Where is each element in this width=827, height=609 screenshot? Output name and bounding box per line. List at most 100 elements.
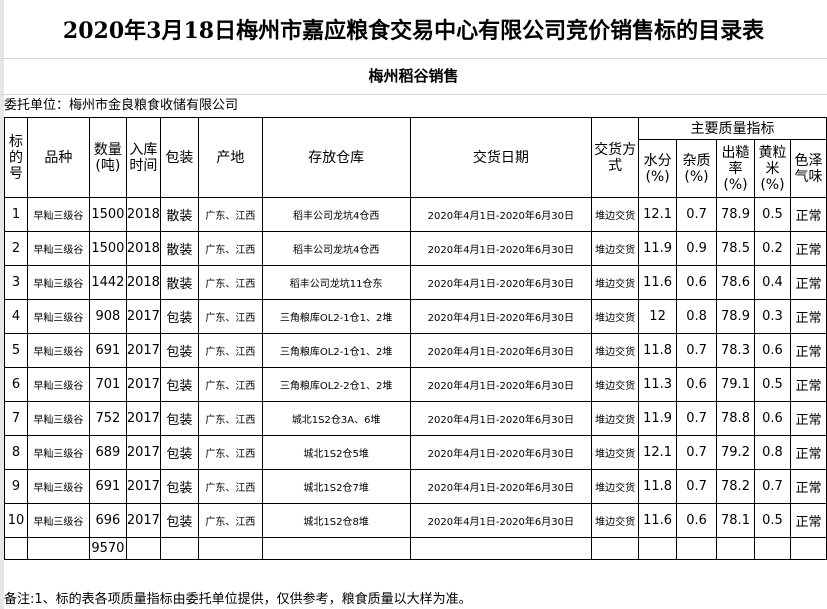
- cell-qty: 908: [88, 299, 127, 334]
- cell-year: 2017: [125, 503, 161, 538]
- table-row: 9 早籼三级谷 691 2017 包装 广东、江西 城北1S2仓7堆 2020年4月1日-20…: [4, 469, 827, 504]
- subtitle: 梅州稻谷销售: [0, 58, 827, 95]
- cell-variety: 早籼三级谷: [26, 367, 90, 402]
- cell-yield: 78.2: [716, 469, 755, 504]
- cell-mode: 堆边交货: [591, 503, 640, 538]
- header-store: 存放仓库: [261, 117, 411, 198]
- cell-variety: 早籼三级谷: [26, 503, 90, 538]
- cell-origin: 广东、江西: [197, 435, 263, 470]
- cell-moisture: 11.9: [638, 231, 678, 266]
- total-qty: 9570: [88, 537, 127, 560]
- cell-mode: 堆边交货: [591, 435, 640, 470]
- cell-no: 10: [4, 503, 28, 538]
- cell-store: 稻丰公司龙坑4仓西: [261, 231, 411, 266]
- table-row: 6 早籼三级谷 701 2017 包装 广东、江西 三角粮库OL2-2仓1、2堆 2020年4…: [4, 367, 827, 402]
- page-title: 2020年3月18日梅州市嘉应粮食交易中心有限公司竞价销售标的目录表: [0, 0, 827, 59]
- cell-color: 正常: [789, 231, 827, 266]
- cell-yield: 78.6: [716, 265, 755, 300]
- cell-yield: 78.9: [716, 197, 755, 232]
- cell-mode: 堆边交货: [591, 401, 640, 436]
- cell-origin: 广东、江西: [197, 367, 263, 402]
- cell-yield: 78.9: [716, 299, 755, 334]
- cell-mode: 堆边交货: [591, 197, 640, 232]
- cell-no: 9: [4, 469, 28, 504]
- empty-cell: [789, 537, 827, 560]
- cell-date: 2020年4月1日-2020年6月30日: [409, 265, 593, 300]
- empty-cell: [159, 537, 199, 560]
- cell-yellow: 0.6: [753, 333, 791, 368]
- cell-moisture: 12.1: [638, 197, 678, 232]
- cell-impurity: 0.7: [676, 197, 718, 232]
- empty-cell: [261, 537, 411, 560]
- cell-year: 2018: [125, 231, 161, 266]
- cell-no: 2: [4, 231, 28, 266]
- table-row: 4 早籼三级谷 908 2017 包装 广东、江西 三角粮库OL2-1仓1、2堆 2020年4…: [4, 299, 827, 334]
- empty-cell: [676, 537, 718, 560]
- table-row: 7 早籼三级谷 752 2017 包装 广东、江西 城北1S2仓3A、6堆 2020年4月1日…: [4, 401, 827, 436]
- footnote: 备注:1、标的表各项质量指标由委托单位提供，仅供参考，粮食质量以大样为准。: [4, 592, 472, 607]
- cell-color: 正常: [789, 401, 827, 436]
- cell-moisture: 11.6: [638, 265, 678, 300]
- empty-cell: [753, 537, 791, 560]
- cell-pack: 散装: [159, 231, 199, 266]
- cell-yield: 79.1: [716, 367, 755, 402]
- cell-color: 正常: [789, 469, 827, 504]
- cell-origin: 广东、江西: [197, 401, 263, 436]
- header-no: 标的号: [4, 117, 28, 198]
- empty-cell: [716, 537, 755, 560]
- cell-yield: 79.2: [716, 435, 755, 470]
- cell-variety: 早籼三级谷: [26, 435, 90, 470]
- cell-yield: 78.8: [716, 401, 755, 436]
- empty-cell: [197, 537, 263, 560]
- row-header-strip: [0, 0, 4, 609]
- cell-moisture: 11.9: [638, 401, 678, 436]
- cell-qty: 1500: [88, 231, 127, 266]
- cell-color: 正常: [789, 197, 827, 232]
- cell-date: 2020年4月1日-2020年6月30日: [409, 197, 593, 232]
- cell-qty: 752: [88, 401, 127, 436]
- cell-qty: 691: [88, 469, 127, 504]
- cell-color: 正常: [789, 367, 827, 402]
- header-year: 入库时间: [125, 117, 161, 198]
- cell-variety: 早籼三级谷: [26, 333, 90, 368]
- cell-yield: 78.3: [716, 333, 755, 368]
- cell-date: 2020年4月1日-2020年6月30日: [409, 503, 593, 538]
- header-yellow: 黄粒米(%): [753, 139, 791, 198]
- table-row: 8 早籼三级谷 689 2017 包装 广东、江西 城北1S2仓5堆 2020年4月1日-20…: [4, 435, 827, 470]
- cell-moisture: 12.1: [638, 435, 678, 470]
- cell-moisture: 11.3: [638, 367, 678, 402]
- cell-year: 2017: [125, 401, 161, 436]
- cell-pack: 包装: [159, 435, 199, 470]
- cell-year: 2017: [125, 333, 161, 368]
- cell-yellow: 0.3: [753, 299, 791, 334]
- cell-origin: 广东、江西: [197, 333, 263, 368]
- table-row: 5 早籼三级谷 691 2017 包装 广东、江西 三角粮库OL2-1仓1、2堆 2020年4…: [4, 333, 827, 368]
- cell-date: 2020年4月1日-2020年6月30日: [409, 401, 593, 436]
- cell-pack: 包装: [159, 333, 199, 368]
- header-color: 色泽气味: [789, 139, 827, 198]
- lot-table: 标的号 品种 数量(吨) 入库时间 包装 产地 存放仓库 交货日期 交货方式 主…: [4, 117, 827, 560]
- cell-mode: 堆边交货: [591, 333, 640, 368]
- cell-pack: 包装: [159, 401, 199, 436]
- cell-store: 城北1S2仓3A、6堆: [261, 401, 411, 436]
- cell-variety: 早籼三级谷: [26, 197, 90, 232]
- cell-year: 2017: [125, 469, 161, 504]
- empty-cell: [638, 537, 678, 560]
- cell-mode: 堆边交货: [591, 469, 640, 504]
- cell-impurity: 0.6: [676, 503, 718, 538]
- empty-cell: [409, 537, 593, 560]
- cell-store: 三角粮库OL2-2仓1、2堆: [261, 367, 411, 402]
- cell-pack: 包装: [159, 367, 199, 402]
- cell-yellow: 0.5: [753, 367, 791, 402]
- cell-qty: 1500: [88, 197, 127, 232]
- cell-qty: 691: [88, 333, 127, 368]
- cell-date: 2020年4月1日-2020年6月30日: [409, 299, 593, 334]
- cell-yield: 78.5: [716, 231, 755, 266]
- cell-store: 城北1S2仓7堆: [261, 469, 411, 504]
- cell-no: 3: [4, 265, 28, 300]
- cell-moisture: 11.8: [638, 333, 678, 368]
- cell-pack: 包装: [159, 469, 199, 504]
- cell-no: 5: [4, 333, 28, 368]
- cell-date: 2020年4月1日-2020年6月30日: [409, 231, 593, 266]
